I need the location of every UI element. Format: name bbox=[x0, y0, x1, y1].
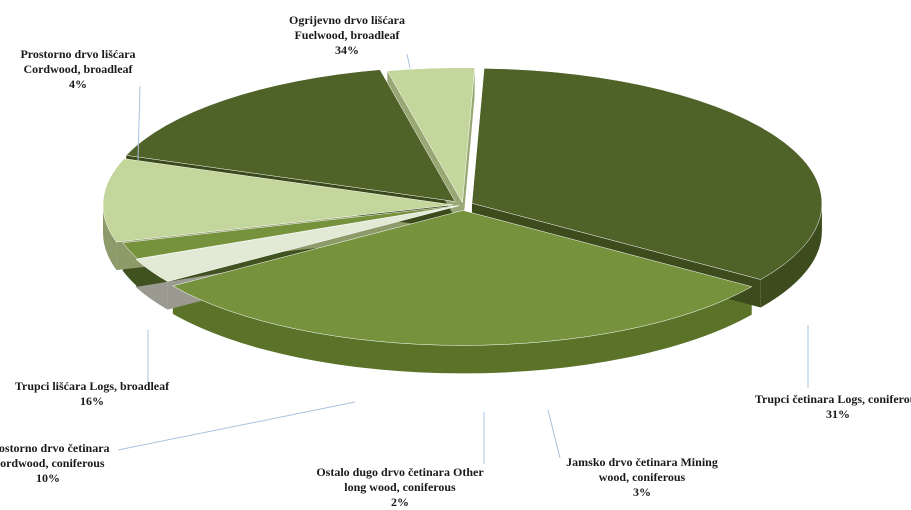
pie-labels: Ogrijevno drvo lišćara Fuelwood, broadlea… bbox=[0, 13, 911, 509]
slice-label-6-line-0: Prostorno drvo lišćara bbox=[20, 47, 135, 61]
slice-label-3: Ostalo dugo drvo četinara Other long wood… bbox=[316, 465, 484, 509]
slice-label-5-line-0: Trupci lišćara Logs, broadleaf bbox=[15, 379, 170, 393]
slice-label-1-line-0: Trupci četinara Logs, coniferous bbox=[755, 392, 911, 406]
pie-slice-4 bbox=[102, 158, 454, 243]
pie-slice-0 bbox=[471, 68, 823, 280]
slice-label-1-line-1: 31% bbox=[826, 407, 850, 421]
slice-label-2-line-2: 3% bbox=[633, 485, 651, 499]
pie-wall-6-1 bbox=[462, 67, 475, 231]
slice-label-3-line-0: Ostalo dugo drvo četinara Other bbox=[316, 465, 484, 479]
leader-line-2 bbox=[547, 409, 561, 459]
pie-slice-2 bbox=[135, 205, 458, 282]
pie-slice-1 bbox=[172, 210, 753, 346]
slice-label-6-line-1: Cordwood, broadleaf bbox=[23, 62, 133, 76]
slice-label-0-line-1: Fuelwood, broadleaf bbox=[294, 28, 400, 42]
slice-label-5-line-1: 16% bbox=[80, 394, 104, 408]
slice-label-4-line-1: Cordwood, coniferous bbox=[0, 456, 105, 470]
slice-label-2-line-0: Jamsko drvo četinara Mining bbox=[566, 455, 718, 469]
slice-label-3-line-2: 2% bbox=[391, 495, 409, 509]
slice-label-1: Trupci četinara Logs, coniferous 31% bbox=[755, 392, 911, 421]
slice-label-4-line-2: 10% bbox=[36, 471, 60, 485]
slice-label-2: Jamsko drvo četinara Mining wood, conifer… bbox=[566, 455, 718, 499]
pie-slice-3 bbox=[122, 205, 460, 259]
slice-label-3-line-1: long wood, coniferous bbox=[344, 480, 456, 494]
slice-label-0-line-0: Ogrijevno drvo lišćara bbox=[289, 13, 405, 27]
pie-side-0-0 bbox=[760, 203, 822, 308]
pie-side-4-0 bbox=[103, 204, 117, 271]
slice-label-5: Trupci lišćara Logs, broadleaf 16% bbox=[15, 379, 170, 408]
pie-slice-6 bbox=[386, 67, 475, 204]
slice-label-0: Ogrijevno drvo lišćara Fuelwood, broadlea… bbox=[289, 13, 405, 57]
leader-line-6 bbox=[137, 85, 141, 161]
slice-label-6-line-2: 4% bbox=[69, 77, 87, 91]
slice-label-4-line-0: Prostorno drvo četinara bbox=[0, 441, 110, 455]
slice-label-0-line-2: 34% bbox=[335, 43, 359, 57]
slice-label-6: Prostorno drvo lišćara Cordwood, broadlea… bbox=[20, 47, 135, 91]
slice-label-2-line-1: wood, coniferous bbox=[599, 470, 686, 484]
leader-line-0 bbox=[406, 53, 411, 69]
pie-top-faces bbox=[102, 67, 823, 346]
pie-side-1-0 bbox=[172, 285, 752, 374]
pie-slice-5 bbox=[125, 69, 456, 202]
leader-line-4 bbox=[117, 401, 356, 451]
